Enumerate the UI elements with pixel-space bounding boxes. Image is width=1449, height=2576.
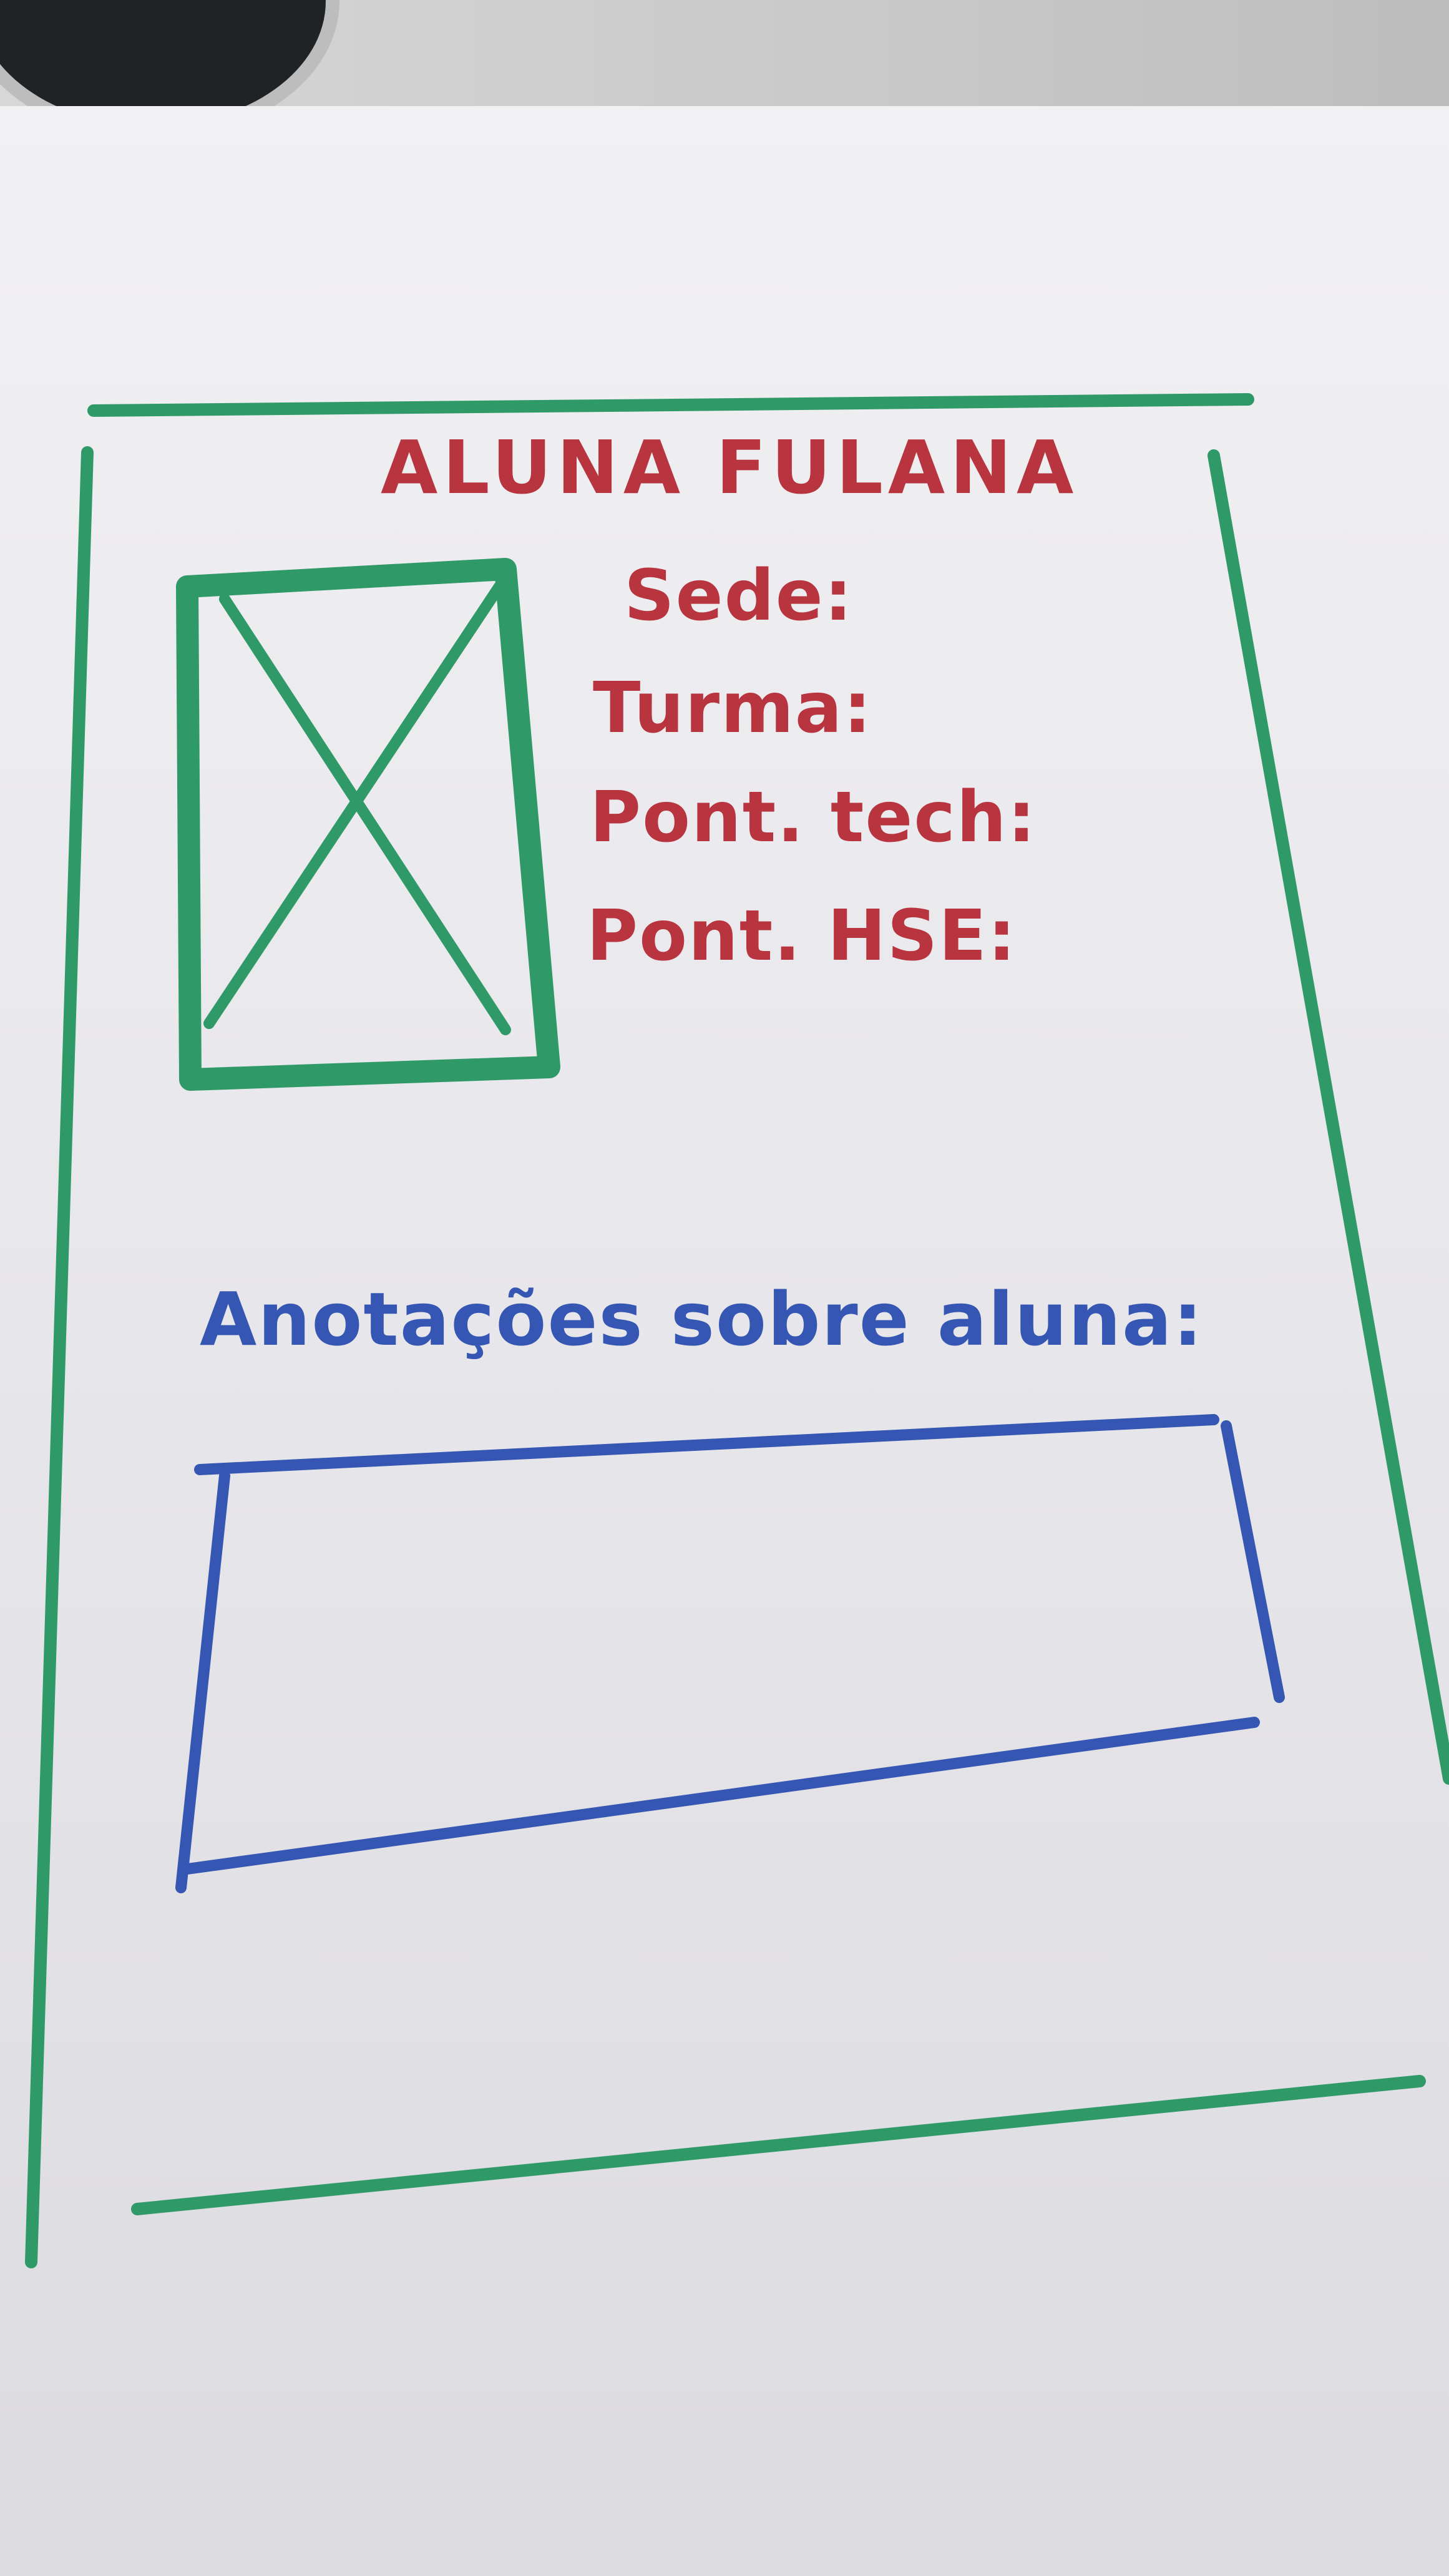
screen-frame: [25, 393, 1449, 2268]
frame-bottom-line: [131, 2075, 1426, 2215]
frame-top-line: [87, 393, 1254, 417]
desk-background: [0, 0, 1449, 140]
image-placeholder-icon: [176, 558, 560, 1091]
student-name-title: ALUNA FULANA: [381, 424, 1079, 510]
notes-textbox[interactable]: [175, 1414, 1285, 1893]
frame-left-line: [25, 446, 94, 2268]
field-label-pont-tech: Pont. tech:: [590, 777, 1037, 858]
paper-sheet: [0, 106, 1449, 2576]
field-label-pont-hse: Pont. HSE:: [587, 895, 1017, 977]
field-label-turma: Turma:: [593, 668, 873, 749]
field-label-sede: Sede:: [624, 555, 854, 637]
frame-right-line: [1208, 449, 1449, 1785]
notes-label: Anotações sobre aluna:: [200, 1276, 1204, 1362]
